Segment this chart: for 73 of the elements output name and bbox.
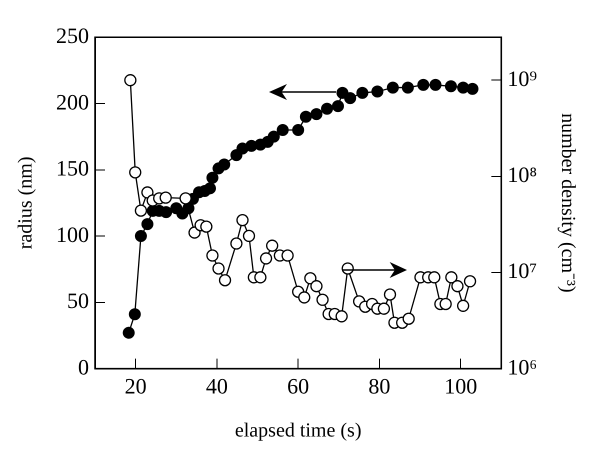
y2-axis-title: number density (cm⁻³) [556, 113, 579, 293]
x-tick-label: 60 [287, 374, 310, 399]
point [204, 182, 216, 194]
point [179, 192, 192, 205]
x-tick-label: 40 [206, 374, 228, 399]
point [464, 275, 476, 288]
point [316, 294, 329, 306]
point [310, 280, 323, 292]
point [384, 288, 396, 301]
point [445, 271, 458, 284]
y-tick-label: 100 [56, 222, 89, 247]
y2-tick-label: 10⁸ [507, 162, 537, 188]
point [206, 249, 219, 262]
point [444, 80, 457, 92]
point [386, 82, 399, 94]
point [344, 92, 356, 104]
point [134, 230, 147, 242]
point [266, 240, 278, 252]
point [160, 206, 172, 218]
point [281, 249, 294, 262]
point [321, 102, 334, 115]
point [268, 130, 280, 143]
point [218, 274, 232, 286]
point [200, 220, 212, 233]
x-axis-title: elapsed time (s) [234, 419, 362, 442]
point [160, 192, 172, 204]
point [124, 74, 136, 86]
point [298, 291, 310, 304]
y-tick-label: 50 [67, 288, 89, 314]
point [402, 312, 415, 325]
point [254, 271, 267, 284]
point [300, 110, 312, 123]
point [141, 218, 154, 230]
point [466, 82, 478, 95]
y-tick-label: 0 [78, 354, 89, 380]
point [304, 272, 317, 284]
point [428, 271, 440, 284]
point [451, 280, 464, 292]
y2-tick-label: 10⁶ [507, 354, 537, 380]
y2-tick-label: 10⁷ [507, 258, 537, 284]
point [242, 230, 256, 242]
x-tick-label: 80 [368, 374, 390, 399]
y-tick-label: 150 [56, 156, 89, 181]
point [356, 86, 368, 99]
point [122, 326, 135, 339]
point [440, 298, 452, 310]
point [292, 124, 304, 136]
point [129, 166, 142, 178]
point [417, 78, 430, 91]
x-tick-label: 100 [444, 374, 478, 399]
point [332, 100, 344, 112]
point [276, 124, 289, 136]
point [310, 108, 322, 120]
point [212, 262, 225, 275]
x-tick-label: 20 [124, 374, 147, 399]
y2-tick-label: 10⁹ [507, 66, 538, 91]
point [402, 82, 414, 94]
point [371, 86, 384, 98]
y-tick-label: 200 [56, 89, 89, 114]
point [335, 310, 348, 322]
point [236, 214, 249, 226]
point [230, 237, 243, 250]
point [134, 204, 148, 217]
y-axis-title: radius (nm) [14, 156, 36, 250]
y-tick-label: 250 [56, 22, 89, 48]
point [378, 302, 390, 315]
point [141, 186, 154, 199]
point [206, 172, 218, 184]
point [128, 308, 141, 320]
point [456, 300, 470, 312]
point [218, 158, 230, 170]
point [430, 78, 442, 91]
point [260, 252, 272, 265]
